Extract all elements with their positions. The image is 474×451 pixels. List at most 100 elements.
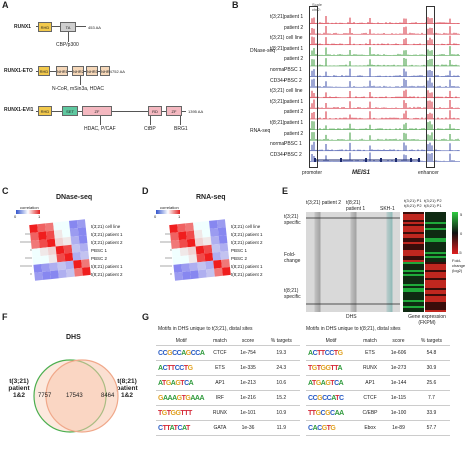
expression-cell <box>425 280 446 282</box>
venn-title: DHS <box>66 334 81 341</box>
motif-table-left: Motif match score% targets CCGCCAGCCA CTCF 1e… <box>156 336 300 436</box>
motif-logo-letter: A <box>169 424 175 432</box>
heatmap-row-label: t(3;21) patient 2 <box>91 240 123 245</box>
motif-logo-letters: CCGCCATC <box>308 395 344 402</box>
expression-cell <box>403 302 424 304</box>
heatmap-cell <box>189 262 199 272</box>
motif-targets: 10.9 <box>262 405 300 421</box>
expression-cell <box>403 282 424 284</box>
motif-targets: 19.3 <box>262 345 300 361</box>
expression-cell <box>425 224 446 226</box>
heatmap-cell <box>61 228 71 238</box>
expression-cell <box>403 254 424 256</box>
motif-logo: CCGCCATC <box>306 390 356 406</box>
heatmap-cell <box>53 221 62 231</box>
expression-cell <box>425 256 446 258</box>
heatmap-title: RNA-seq <box>196 194 226 201</box>
expression-cell <box>403 296 424 298</box>
motif-logo-letter: A <box>308 379 313 387</box>
track-group-label: t(8;21) <box>270 45 285 52</box>
heatmap-cell <box>53 229 63 239</box>
venn-diagram <box>33 359 119 433</box>
motif-targets: 25.6 <box>412 375 450 391</box>
heatmap-cell <box>221 266 231 276</box>
motif-score: 1e-100 <box>384 405 413 421</box>
legend-tick: 0 <box>154 214 157 219</box>
expression-cell <box>403 226 424 228</box>
heatmap-cell <box>211 243 221 253</box>
rnaseq-correlation-heatmap: t(3;21) cell line t(3;21) patient 1 t(3;21… <box>160 219 263 281</box>
expression-cell <box>403 268 424 270</box>
expression-cell <box>425 238 446 240</box>
motif-table-header: Motif <box>156 336 207 346</box>
motif-logo-letter: A <box>158 364 163 372</box>
interaction-label: HDAC, P/CAF <box>84 126 116 132</box>
motif-logo-letter: C <box>339 394 344 402</box>
motif-logo-letter: G <box>317 394 323 402</box>
motif-logo-letter: T <box>333 349 338 357</box>
expression-cell <box>403 290 424 292</box>
expression-cell <box>425 300 446 302</box>
gene-exon <box>380 158 382 162</box>
motif-logo-letter: A <box>158 379 163 387</box>
heatmap-cell <box>197 261 207 271</box>
motif-logo-letters: ACTTCCTG <box>158 365 193 372</box>
motif-targets: 15.2 <box>262 390 300 406</box>
heatmap-cell <box>38 231 47 241</box>
motif-logo-letter: G <box>315 379 321 387</box>
expression-cell <box>403 310 424 312</box>
motif-logo-letter: G <box>337 349 343 357</box>
legend-tick: 0 <box>460 231 463 236</box>
heatmap-cell <box>31 248 41 257</box>
motif-logo-letter: C <box>329 349 334 357</box>
track-group-label: t(3;21) <box>270 14 285 20</box>
expression-cell <box>425 240 446 242</box>
motif-logo-letter: G <box>320 364 326 372</box>
motif-targets: 57.7 <box>412 420 450 436</box>
dnase-label: DNase-seq <box>250 48 276 54</box>
heatmap-cell <box>49 262 59 272</box>
motif-logo-letter: T <box>320 349 325 357</box>
expression-cell <box>403 304 424 306</box>
heatmap-cell <box>209 228 219 237</box>
motif-row: CACGTG Ebox 1e-89 57.7 <box>306 420 450 436</box>
track-group-label: normal <box>270 67 286 73</box>
motif-logo-letter: C <box>312 349 318 357</box>
heatmap-cell <box>170 232 179 241</box>
motif-logo-letter: T <box>335 394 340 402</box>
track-group-label: t(3;21) cell line <box>270 35 303 42</box>
motif-logo-letter: T <box>186 424 190 432</box>
gene-exon <box>340 158 342 162</box>
heatmap-cell <box>71 243 81 253</box>
expression-cell <box>403 274 424 276</box>
expression-cell <box>403 232 424 234</box>
rna-label: RNA-seq <box>250 128 271 134</box>
motif-logo-letter: C <box>317 424 322 432</box>
rhd-domain: RHD <box>38 22 52 32</box>
dhs-column-label: SKH-1 <box>380 206 395 212</box>
correlation-legend <box>16 210 40 214</box>
heatmap-cell <box>206 268 215 278</box>
heatmap-cell <box>179 247 189 257</box>
expression-cell <box>403 214 424 216</box>
motif-logo-letter: G <box>185 394 191 402</box>
motif-logo-letter: T <box>166 409 171 417</box>
heatmap-cell <box>188 254 198 264</box>
foldchange-legend <box>452 212 458 254</box>
motif-row: TGTGGTTA RUNX 1e-273 30.9 <box>306 360 450 376</box>
motif-row: ACTTCCTG ETS 1e-606 54.8 <box>306 345 450 361</box>
heatmap-cell <box>220 251 230 260</box>
expression-cell <box>403 224 424 226</box>
expression-cell <box>425 304 446 306</box>
motif-score: 1e-36 <box>233 420 263 436</box>
expression-cell <box>403 300 424 302</box>
panel-label-d: D <box>142 186 149 196</box>
expression-cell <box>425 286 446 288</box>
heatmap-cell <box>205 260 215 270</box>
motif-logo-letter: C <box>324 349 330 357</box>
motif-logo-letter: T <box>330 364 335 372</box>
heatmap-cell <box>193 229 203 239</box>
expression-cell <box>403 238 424 240</box>
expression-cell <box>425 268 446 270</box>
gene-label: MEIS1 <box>352 170 371 176</box>
